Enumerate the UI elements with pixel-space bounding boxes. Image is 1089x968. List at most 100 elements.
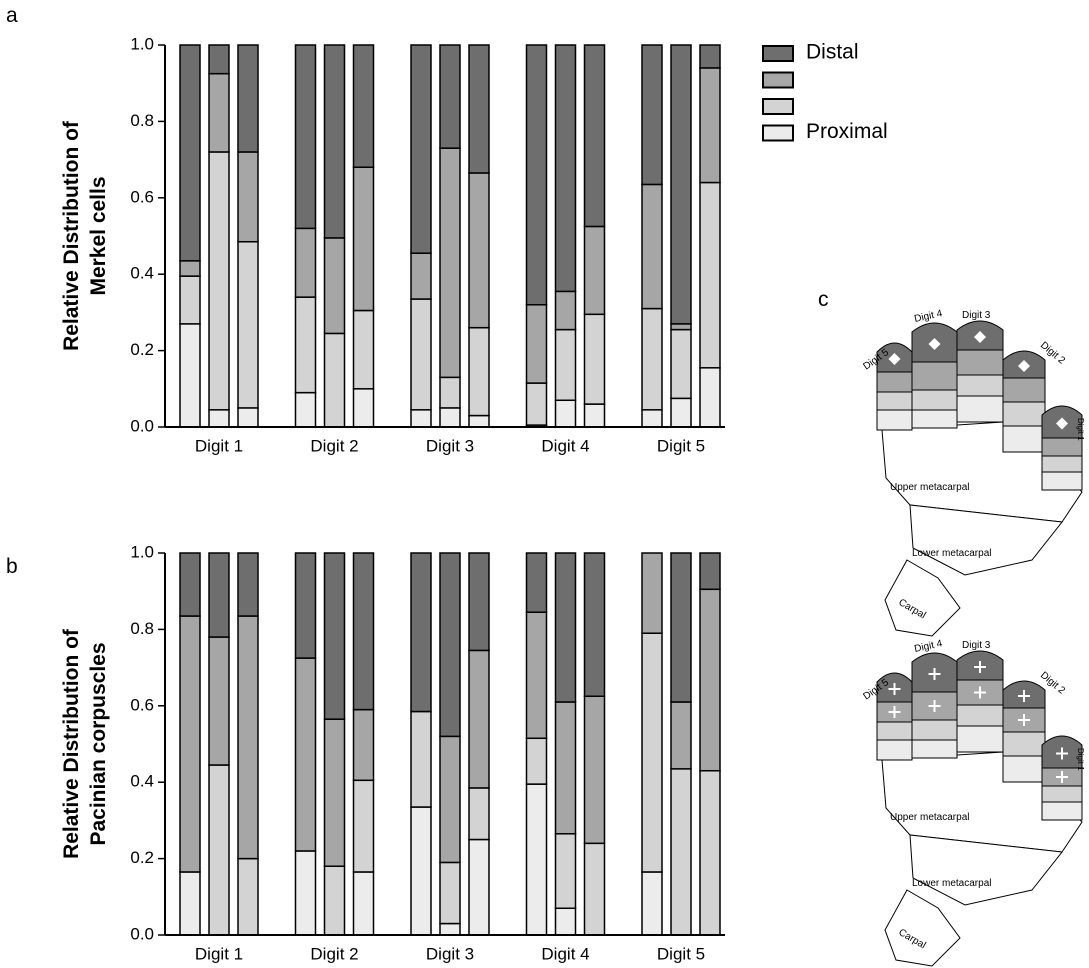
bar-segment (699, 552, 721, 591)
x-tick-label: Digit 2 (310, 944, 358, 963)
digit-region (911, 389, 958, 411)
bar-segment (554, 907, 577, 936)
y-tick-label: 1.0 (130, 34, 154, 53)
y-axis-label: Relative Distribution of (60, 120, 83, 351)
bar-segment (410, 552, 432, 713)
bar-segment (352, 388, 375, 428)
bar-segment (179, 615, 201, 873)
bar-segment (670, 552, 692, 703)
bar-segment (641, 632, 663, 873)
bar-segment (179, 871, 201, 936)
lower-metacarpal (909, 504, 1063, 576)
bar-segment (641, 44, 663, 186)
bar-segment (208, 72, 230, 153)
bar-segment (525, 611, 548, 740)
bar-segment (525, 304, 548, 384)
x-tick-label: Digit 5 (657, 436, 705, 455)
bar-segment (670, 44, 692, 325)
bar-segment (179, 552, 201, 617)
marker (1018, 714, 1030, 726)
bar-segment (410, 710, 432, 808)
bar-segment (323, 237, 346, 335)
digit-label: Digit 4 (913, 638, 943, 655)
bar-segment (699, 181, 721, 369)
bar-segment (410, 44, 432, 254)
digit-region (1041, 785, 1083, 803)
x-tick-label: Digit 2 (310, 436, 358, 455)
bar-segment (641, 871, 663, 936)
bar-segment (208, 151, 230, 411)
y-tick-label: 1.0 (130, 542, 154, 561)
digit-label: Digit 4 (913, 308, 943, 325)
bar-segment (525, 382, 548, 426)
bar-segment (179, 260, 201, 277)
digit-region (1041, 455, 1083, 473)
y-tick-label: 0.6 (130, 187, 154, 206)
bar-segment (294, 657, 317, 852)
bar-segment (294, 850, 317, 936)
bar-segment (294, 391, 317, 428)
digit-region (876, 739, 913, 761)
bar-segment (352, 871, 375, 936)
digit-region (1002, 755, 1046, 783)
bar-segment (208, 764, 230, 936)
digit-label: Digit 1 (1076, 418, 1085, 441)
bar-segment (583, 552, 606, 697)
bar-segment (208, 552, 230, 638)
digit-region (1002, 425, 1046, 453)
bar-segment (237, 552, 259, 617)
digit-region (956, 704, 1004, 727)
bar-segment (554, 701, 577, 835)
marker (1056, 771, 1068, 783)
y-tick-label: 0.2 (130, 848, 154, 867)
y-axis-label: Pacinian corpuscles (87, 642, 110, 845)
y-tick-label: 0.8 (130, 619, 154, 638)
bar-segment (323, 552, 346, 720)
marker (888, 353, 901, 365)
x-tick-label: Digit 4 (541, 436, 589, 455)
bar-segment (294, 227, 317, 298)
bar-segment (179, 275, 201, 325)
y-axis-label: Merkel cells (87, 176, 110, 295)
bar-segment (323, 44, 346, 239)
y-tick-label: 0.0 (130, 416, 154, 435)
panel-label: c (818, 288, 829, 311)
bar-segment (554, 44, 577, 293)
legend-label: Proximal (806, 120, 888, 143)
bar-segment (641, 183, 663, 310)
bar-segment (294, 296, 317, 394)
bar-segment (237, 615, 259, 860)
bar-segment (237, 151, 259, 243)
digit-label: Digit 1 (1076, 748, 1085, 771)
bar-segment (583, 44, 606, 228)
bar-segment (439, 44, 461, 149)
bar-segment (554, 290, 577, 331)
bar-segment (237, 857, 259, 936)
bar-segment (699, 367, 721, 428)
bar-segment (439, 922, 461, 936)
bar-segment (352, 708, 375, 782)
bar-segment (525, 552, 548, 613)
y-tick-label: 0.0 (130, 924, 154, 943)
bar-segment (554, 399, 577, 428)
panel-label: b (6, 555, 18, 578)
region-label: Lower metacarpal (912, 878, 991, 889)
bar-segment (699, 588, 721, 772)
bar-segment (525, 44, 548, 306)
bar-segment (525, 783, 548, 936)
bar-segment (294, 552, 317, 659)
y-tick-label: 0.6 (130, 695, 154, 714)
bar-segment (439, 735, 461, 864)
digit-region (911, 739, 958, 759)
bar-segment (410, 806, 432, 936)
digit-region (876, 371, 913, 393)
y-tick-label: 0.2 (130, 340, 154, 359)
digit-region (1002, 377, 1046, 403)
bar-segment (352, 44, 375, 168)
bar-segment (468, 172, 490, 329)
bar-segment (468, 787, 490, 841)
marker (1056, 747, 1068, 760)
bar-segment (670, 397, 692, 428)
x-tick-label: Digit 1 (195, 436, 243, 455)
digit-region (1002, 731, 1046, 757)
